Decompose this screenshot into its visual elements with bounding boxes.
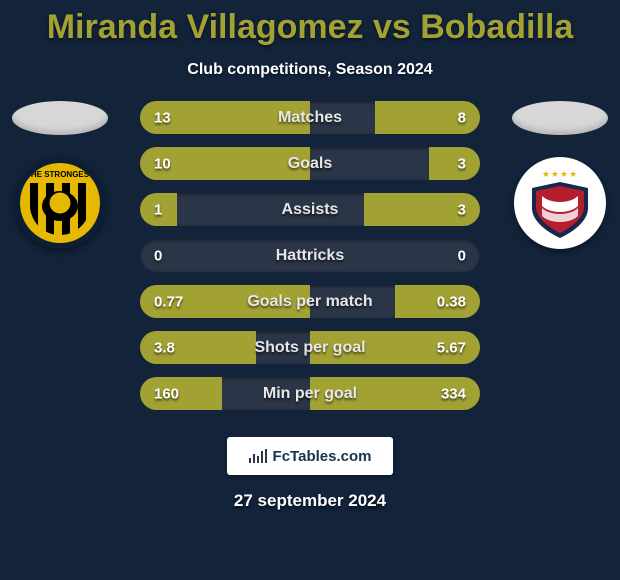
left-player-col: HE STRONGES — [0, 101, 120, 249]
stat-row: 3.8Shots per goal5.67 — [140, 331, 480, 364]
team-badge-left: HE STRONGES — [14, 157, 106, 249]
stat-bar-fill-right — [375, 101, 480, 134]
stat-bar-fill-right — [310, 377, 480, 410]
stat-bar-fill-left — [140, 147, 310, 180]
team-badge-left-text: HE STRONGES — [20, 170, 100, 179]
player-silhouette-head-left — [12, 101, 108, 135]
tiger-icon — [42, 191, 78, 221]
team-badge-right: ★★★★ — [514, 157, 606, 249]
shield-icon — [528, 182, 592, 238]
stat-row: 0Hattricks0 — [140, 239, 480, 272]
subtitle: Club competitions, Season 2024 — [0, 61, 620, 79]
stat-bar-track — [140, 377, 480, 410]
stat-bar-fill-left — [140, 101, 310, 134]
stat-bar-fill-left — [140, 377, 222, 410]
stat-row: 13Matches8 — [140, 101, 480, 134]
stars-icon: ★★★★ — [542, 169, 578, 180]
comparison-body: HE STRONGES 13Matches8 10Goals3 1Assists3 0… — [0, 101, 620, 423]
stats-bars: 13Matches8 10Goals3 1Assists3 0Hattricks0 0.… — [120, 101, 500, 423]
stat-bar-fill-right — [429, 147, 480, 180]
stat-bar-track — [140, 193, 480, 226]
stat-row: 160Min per goal334 — [140, 377, 480, 410]
stat-row: 10Goals3 — [140, 147, 480, 180]
stat-bar-track — [140, 331, 480, 364]
stat-bar-fill-left — [140, 193, 177, 226]
stat-bar-fill-right — [395, 285, 480, 318]
bar-chart-icon — [249, 449, 267, 463]
stat-row: 1Assists3 — [140, 193, 480, 226]
player-silhouette-head-right — [512, 101, 608, 135]
footer-date: 27 september 2024 — [0, 491, 620, 511]
stat-bar-track — [140, 239, 480, 272]
team-badge-left-inner: HE STRONGES — [20, 163, 100, 243]
footer-brand-text: FcTables.com — [273, 448, 372, 465]
stat-row: 0.77Goals per match0.38 — [140, 285, 480, 318]
stat-bar-fill-left — [140, 285, 310, 318]
stat-bar-track — [140, 147, 480, 180]
stat-bar-fill-right — [310, 331, 480, 364]
stat-bar-track — [140, 285, 480, 318]
footer-brand-badge: FcTables.com — [227, 437, 393, 475]
stat-bar-fill-right — [364, 193, 480, 226]
page-title: Miranda Villagomez vs Bobadilla — [0, 0, 620, 47]
right-player-col: ★★★★ — [500, 101, 620, 249]
stat-bar-fill-left — [140, 331, 256, 364]
stat-bar-track — [140, 101, 480, 134]
